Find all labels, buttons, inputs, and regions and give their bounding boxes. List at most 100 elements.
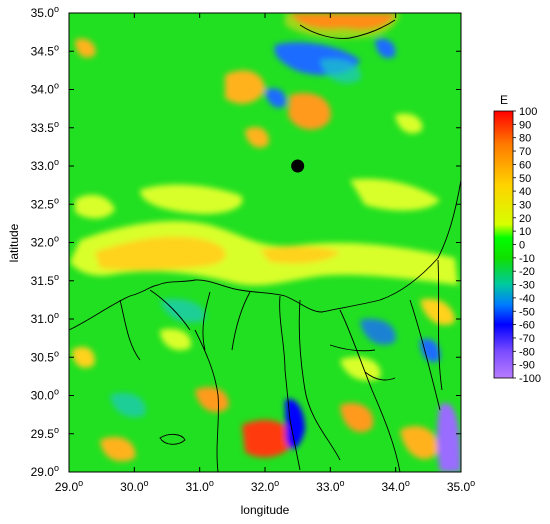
colorbar-tick-label: 0	[519, 240, 525, 252]
anomaly-patch	[285, 399, 305, 449]
anomaly-patch	[350, 178, 440, 211]
colorbar-tick-label: 90	[519, 119, 531, 131]
anomaly-patch	[242, 420, 295, 458]
colorbar-tick-label: -40	[519, 293, 535, 305]
colorbar-tick-label: -20	[519, 266, 535, 278]
degree-symbol: o	[144, 478, 149, 488]
degree-symbol: o	[54, 463, 59, 473]
y-axis-ticks: 29.0o 29.5o 30.0o 30.5o 31.0o 31.5o 32.0o 32.5o…	[31, 4, 461, 479]
degree-symbol: o	[54, 157, 59, 167]
border-line	[119, 299, 396, 381]
y-tick-label: 31.0o	[31, 310, 59, 326]
degree-symbol: o	[209, 478, 214, 488]
nile-river	[194, 329, 219, 472]
anomaly-patch	[75, 194, 115, 219]
degree-symbol: o	[54, 119, 59, 129]
y-tick-label: 29.0o	[31, 463, 59, 479]
y-tick-label: 31.5o	[31, 272, 59, 288]
colorbar-tick-label: 20	[519, 213, 531, 225]
degree-symbol: o	[274, 478, 279, 488]
degree-symbol: o	[54, 348, 59, 358]
coastlines	[69, 19, 461, 472]
anomaly-patch	[100, 436, 136, 462]
y-tick-label: 30.5o	[31, 348, 59, 364]
y-tick-label: 33.0o	[31, 157, 59, 173]
anomaly-patch	[110, 392, 146, 418]
border-line	[339, 309, 401, 472]
anomaly-patch	[245, 127, 269, 148]
degree-symbol: o	[54, 4, 59, 14]
degree-symbol: o	[405, 478, 410, 488]
anomaly-patch	[395, 113, 423, 134]
colorbar-tick-label: -60	[519, 320, 535, 332]
colorbar-tick-label: -10	[519, 253, 535, 265]
colorbar-tick-label: 30	[519, 199, 531, 211]
colorbar-tick-label: 60	[519, 159, 531, 171]
anomaly-patch	[160, 328, 191, 351]
anomaly-patch	[420, 298, 455, 326]
colorbar: E 1009080706050403020100-10-20-30-40-50-…	[493, 93, 541, 385]
degree-symbol: o	[54, 42, 59, 52]
y-axis-title: latitude	[7, 223, 21, 262]
x-axis-ticks: 29.0o 30.0o 31.0o 32.0o 33.0o 34.0o 35.0o	[55, 13, 475, 494]
colorbar-tick-label: -80	[519, 346, 535, 358]
colorbar-tick-label: -100	[519, 373, 541, 385]
colorbar-gradient	[493, 110, 514, 379]
anomaly-patch	[72, 346, 95, 368]
degree-symbol: o	[54, 272, 59, 282]
coastline-mediterranean	[69, 179, 461, 331]
anomaly-field	[70, 13, 461, 472]
colorbar-tick-label: 40	[519, 186, 531, 198]
colorbar-tick-label: 80	[519, 133, 531, 145]
x-tick-label: 33.0o	[316, 478, 344, 494]
anomaly-patch	[140, 184, 243, 215]
degree-symbol: o	[54, 310, 59, 320]
y-tick-label: 35.0o	[31, 4, 59, 20]
colorbar-tick-label: -30	[519, 280, 535, 292]
nile-delta	[149, 289, 301, 471]
degree-symbol: o	[340, 478, 345, 488]
anomaly-patch	[75, 38, 96, 58]
x-tick-label: 30.0o	[120, 478, 148, 494]
colorbar-title: E	[500, 93, 508, 107]
degree-symbol: o	[54, 387, 59, 397]
degree-symbol: o	[54, 425, 59, 435]
anomaly-patch	[437, 403, 461, 472]
anomaly-patch	[225, 70, 265, 104]
x-tick-label: 35.0o	[447, 478, 475, 494]
colorbar-tick-label: 100	[519, 106, 537, 118]
anomaly-patch	[360, 318, 396, 345]
x-tick-label: 32.0o	[251, 478, 279, 494]
colorbar-tick-label: -90	[519, 360, 535, 372]
colorbar-tick-label: -70	[519, 333, 535, 345]
coastline-north	[299, 19, 396, 39]
y-tick-label: 29.5o	[31, 425, 59, 441]
colorbar-tick-label: -50	[519, 306, 535, 318]
anomaly-patch	[288, 92, 331, 130]
colorbar-tick-label: 10	[519, 226, 531, 238]
anomaly-patch	[400, 426, 439, 460]
degree-symbol: o	[470, 478, 475, 488]
x-tick-label: 29.0o	[55, 478, 83, 494]
degree-symbol: o	[54, 195, 59, 205]
y-tick-label: 33.5o	[31, 119, 59, 135]
y-tick-label: 30.0o	[31, 387, 59, 403]
y-tick-label: 34.0o	[31, 81, 59, 97]
anomaly-patch	[340, 356, 381, 381]
y-tick-label: 34.5o	[31, 42, 59, 58]
degree-symbol: o	[54, 81, 59, 91]
y-tick-label: 32.0o	[31, 234, 59, 250]
x-tick-label: 31.0o	[185, 478, 213, 494]
border-line	[409, 259, 443, 411]
y-tick-label: 32.5o	[31, 195, 59, 211]
degree-symbol: o	[54, 234, 59, 244]
x-tick-label: 34.0o	[381, 478, 409, 494]
colorbar-tick-label: 70	[519, 146, 531, 158]
degree-symbol: o	[78, 478, 83, 488]
anomaly-patch	[320, 58, 361, 84]
anomaly-patch	[160, 298, 206, 323]
anomaly-patch	[420, 338, 441, 362]
anomaly-patch	[95, 236, 226, 271]
colorbar-ticks: 1009080706050403020100-10-20-30-40-50-60…	[513, 106, 541, 385]
